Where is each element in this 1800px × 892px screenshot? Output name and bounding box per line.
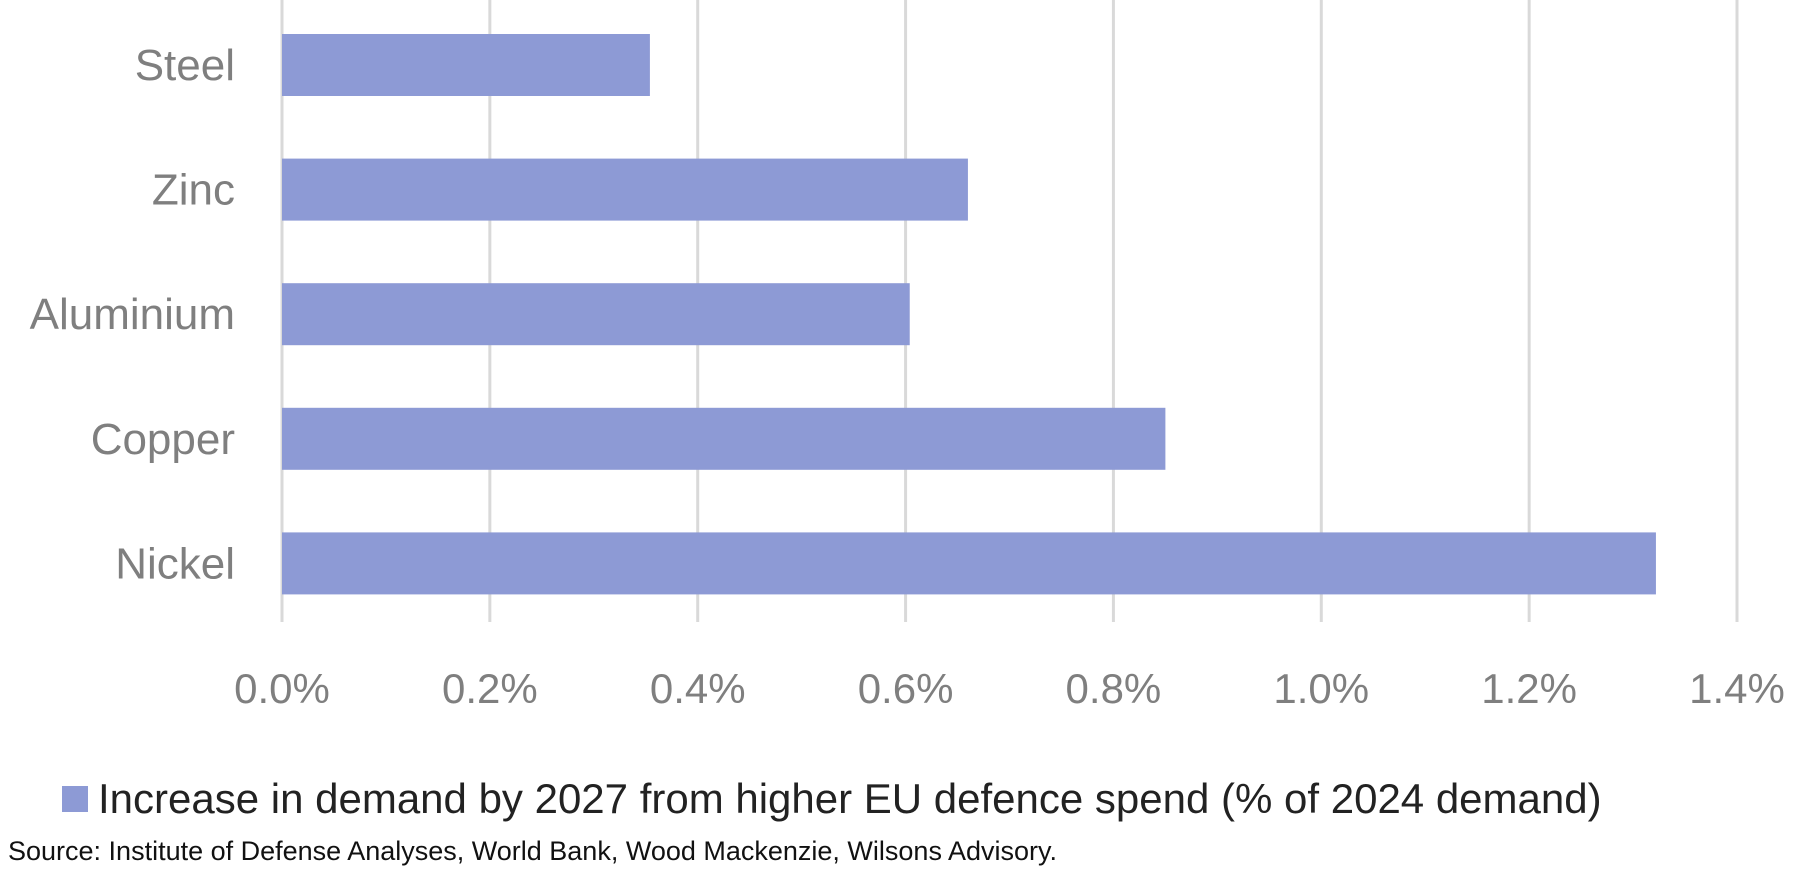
category-label: Nickel bbox=[115, 539, 235, 588]
x-tick-label: 1.2% bbox=[1481, 665, 1577, 712]
x-tick-label: 0.6% bbox=[858, 665, 954, 712]
legend-label: Increase in demand by 2027 from higher E… bbox=[98, 775, 1602, 822]
source-note: Source: Institute of Defense Analyses, W… bbox=[8, 836, 1057, 866]
category-label: Copper bbox=[91, 415, 235, 464]
x-tick-label: 0.8% bbox=[1066, 665, 1162, 712]
bar-copper bbox=[282, 407, 1166, 470]
bar-chart: 0.0% 0.2% 0.4% 0.6% 0.8% 1.0% 1.2% 1.4% Steel Zin… bbox=[30, 0, 1785, 712]
x-tick-label: 1.4% bbox=[1689, 665, 1785, 712]
bar-steel bbox=[282, 34, 650, 96]
bar-nickel bbox=[282, 532, 1656, 595]
x-tick-label: 0.2% bbox=[442, 665, 538, 712]
legend-swatch bbox=[62, 786, 88, 812]
bar-aluminium bbox=[282, 283, 910, 346]
x-tick-label: 1.0% bbox=[1273, 665, 1369, 712]
x-tick-label: 0.4% bbox=[650, 665, 746, 712]
legend: Increase in demand by 2027 from higher E… bbox=[62, 775, 1602, 823]
bar-zinc bbox=[282, 158, 968, 221]
category-label: Aluminium bbox=[30, 290, 235, 339]
category-label: Zinc bbox=[152, 166, 235, 215]
x-tick-label: 0.0% bbox=[234, 665, 330, 712]
category-label: Steel bbox=[135, 41, 235, 90]
